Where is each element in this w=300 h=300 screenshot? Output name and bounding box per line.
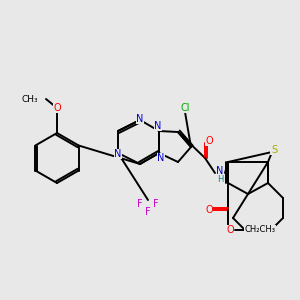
Text: F: F <box>153 199 159 209</box>
Text: H: H <box>217 175 223 184</box>
Text: N: N <box>216 166 224 176</box>
Text: N: N <box>157 153 165 163</box>
Text: F: F <box>137 199 143 209</box>
Text: O: O <box>53 103 61 113</box>
Text: O: O <box>226 225 234 235</box>
Text: CH₂CH₃: CH₂CH₃ <box>244 226 275 235</box>
Text: O: O <box>205 136 213 146</box>
Text: S: S <box>271 145 277 155</box>
Text: N: N <box>154 121 162 131</box>
Text: N: N <box>114 149 122 159</box>
Text: F: F <box>145 207 151 217</box>
Text: Cl: Cl <box>180 103 190 113</box>
Text: N: N <box>136 114 144 124</box>
Text: O: O <box>205 205 213 215</box>
Text: CH₃: CH₃ <box>21 94 38 103</box>
